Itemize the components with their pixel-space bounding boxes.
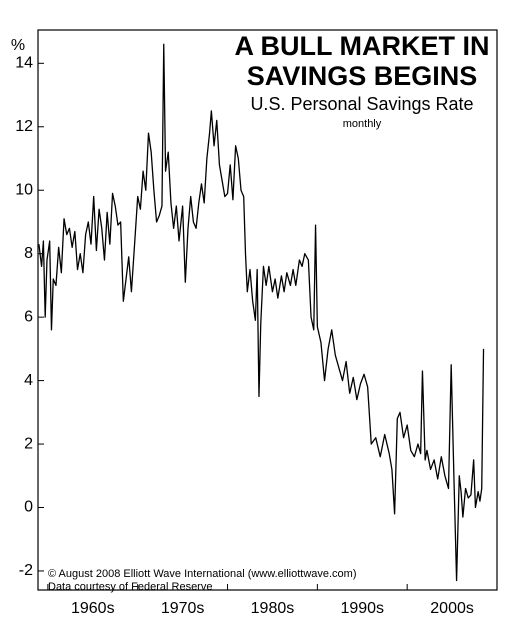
y-tick-label: 0 [24, 499, 33, 516]
y-tick-label: 8 [24, 245, 33, 262]
chart-title: A BULL MARKET IN [235, 31, 490, 61]
annotation: Data courtesy of Federal Reserve [48, 581, 212, 593]
y-tick-label: 6 [24, 308, 33, 325]
y-tick-label: 4 [24, 372, 33, 389]
y-axis-label: % [11, 37, 25, 54]
x-tick-label: 1980s [251, 600, 295, 617]
savings-line [38, 43, 485, 582]
y-tick-label: 14 [15, 55, 33, 72]
y-tick-label: 10 [15, 181, 33, 198]
subtitle: U.S. Personal Savings Rate [250, 94, 473, 114]
y-tick-label: 12 [15, 118, 33, 135]
x-tick-label: 1990s [340, 600, 384, 617]
y-tick-label: 2 [24, 435, 33, 452]
chart-title: SAVINGS BEGINS [247, 61, 478, 91]
plot-frame [37, 29, 498, 591]
y-tick-label: -2 [19, 562, 33, 579]
x-tick-label: 2000s [430, 600, 474, 617]
x-tick-label: 1960s [71, 600, 115, 617]
annotation: © August 2008 Elliott Wave International… [48, 568, 357, 580]
x-tick-label: 1970s [161, 600, 205, 617]
frequency: monthly [343, 118, 382, 130]
